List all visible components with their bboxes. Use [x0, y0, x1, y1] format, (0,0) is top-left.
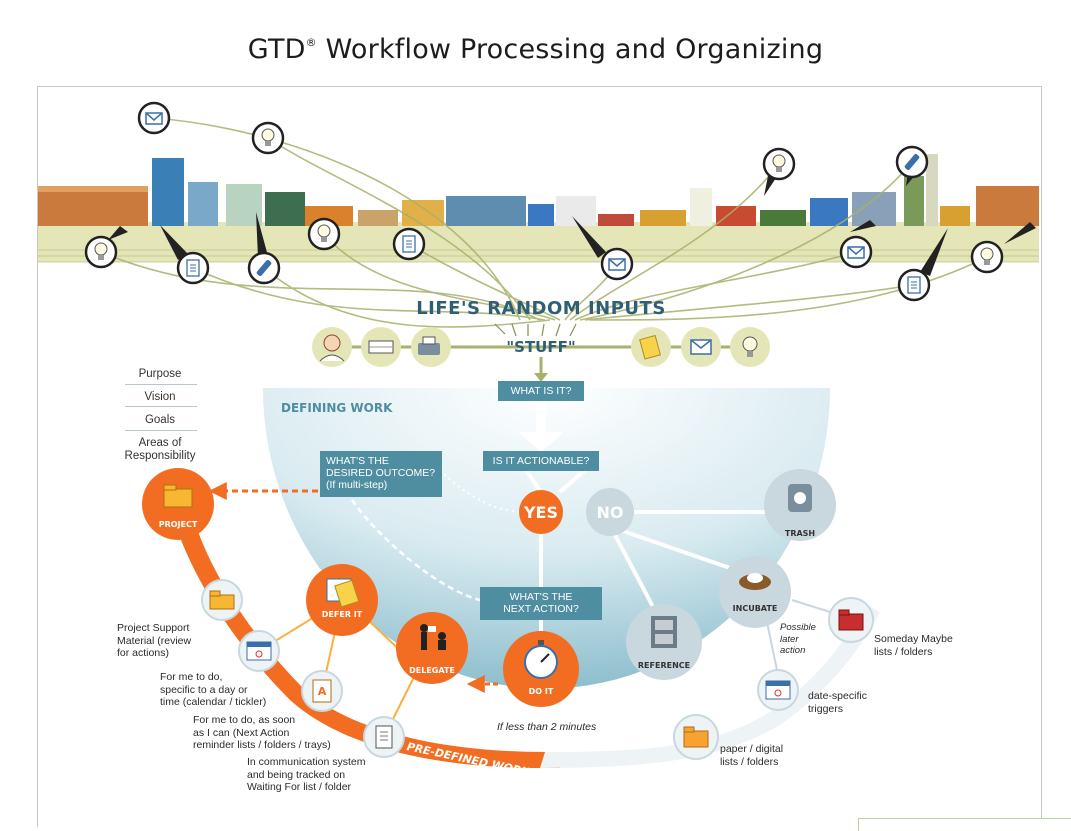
someday-maybe-note: Someday Maybe lists / folders [874, 633, 953, 658]
diagram-frame [37, 86, 1042, 827]
defer-it-label: DEFER IT [321, 610, 363, 619]
horizon-areas-of-responsibility: Areas of Responsibility [124, 437, 196, 462]
filing-cabinet-icon [651, 616, 677, 648]
no-label: NO [597, 503, 624, 522]
incubate-node [719, 556, 791, 628]
date-specific-triggers-note: date-specific triggers [808, 690, 867, 715]
incubate-label: INCUBATE [732, 604, 778, 613]
envelope-icon [600, 247, 634, 281]
document-icon [176, 251, 210, 285]
grey-connector [791, 599, 831, 613]
inflow-arrows [494, 323, 577, 337]
grey-connector [766, 621, 779, 676]
stuff-down-arrowhead [534, 373, 548, 382]
horizon-vision: Vision [144, 391, 176, 403]
document-icon [392, 227, 426, 261]
folder-icon [673, 714, 719, 760]
input-lines [100, 117, 988, 328]
calendar-tickler-note: For me to do, specific to a day or time (c… [160, 671, 267, 708]
project-support-note: Project Support Material (review for actio… [117, 622, 192, 659]
delegate-label: DELEGATE [409, 666, 455, 675]
project-label: PROJECT [158, 520, 198, 529]
lightbulb-icon [970, 240, 1004, 274]
defer-node [306, 564, 378, 636]
nest-icon [739, 573, 771, 590]
reference-node [626, 604, 702, 680]
stuff-label: "STUFF" [506, 338, 575, 356]
lightbulb-icon [762, 147, 796, 181]
folder-icon [201, 579, 243, 621]
corner-panel-edge [858, 818, 1071, 831]
horizon-divider [125, 384, 197, 385]
horizon-goals: Goals [144, 414, 176, 426]
envelope-icon [137, 101, 171, 135]
is-it-actionable-box: IS IT ACTIONABLE? [483, 451, 599, 471]
folder-icon [828, 597, 874, 643]
outcome-to-next-action-dashed [350, 499, 481, 602]
next-action-list-icon: A [301, 670, 343, 712]
lightbulb-icon [730, 327, 770, 367]
possible-later-action-note: Possible later action [780, 622, 816, 656]
paper-digital-note: paper / digital lists / folders [720, 743, 784, 768]
inbox-tray-icon [361, 327, 401, 367]
fax-icon [411, 327, 451, 367]
folder-icon [163, 484, 193, 508]
telephone-icon [247, 251, 281, 285]
no-node [586, 488, 634, 536]
organize-band [540, 604, 880, 768]
stopwatch-icon [524, 640, 558, 679]
horizon-divider [125, 430, 197, 431]
person-icon [420, 624, 446, 650]
sticky-note-icon [631, 327, 671, 367]
envelope-icon [839, 235, 873, 269]
trash-node [764, 469, 836, 541]
city-skyline [38, 154, 1039, 226]
what-is-it-box: WHAT IS IT? [498, 381, 584, 401]
two-minute-note: If less than 2 minutes [497, 721, 597, 733]
calendar-icon [326, 578, 360, 608]
next-action-lists-note: For me to do, as soon as I can (Next Acti… [193, 714, 331, 751]
lifes-random-inputs-heading: LIFE'S RANDOM INPUTS [416, 298, 666, 319]
diagram-title: GTD® Workflow Processing and Organizing [247, 34, 824, 65]
horizon-divider [125, 406, 197, 407]
outcome-dotted-link [439, 469, 525, 513]
yes-node [519, 490, 563, 534]
project-node [142, 468, 214, 540]
waiting-for-note: In communication system and being tracked… [247, 756, 366, 793]
bubble-pointers [108, 172, 1036, 276]
envelope-icon [681, 327, 721, 367]
desired-outcome-box: WHAT'S THE DESIRED OUTCOME? (If multi-st… [320, 451, 442, 497]
calendar-icon [757, 669, 799, 711]
svg-text:A: A [318, 685, 327, 698]
lightbulb-icon [307, 217, 341, 251]
big-white-arrowhead [518, 432, 564, 452]
lightbulb-icon [251, 121, 285, 155]
defining-work-label: DEFINING WORK [281, 401, 393, 415]
delegate-node [396, 612, 468, 684]
horizon-purpose: Purpose [138, 368, 182, 380]
ground-strip [38, 222, 1039, 262]
reference-label: REFERENCE [637, 661, 691, 670]
person-icon [312, 327, 352, 367]
telephone-icon [895, 145, 929, 179]
calendar-icon [238, 630, 280, 672]
yes-label: YES [523, 503, 558, 522]
lightbulb-icon [84, 235, 118, 269]
next-action-box: WHAT'S THE NEXT ACTION? [480, 587, 602, 620]
document-icon [897, 268, 931, 302]
trash-label: TRASH [784, 529, 816, 538]
pre-defined-work-band [168, 496, 560, 768]
do-node [503, 631, 579, 707]
do-it-label: DO IT [528, 687, 554, 696]
trash-can-icon [788, 484, 812, 512]
document-icon [363, 716, 405, 758]
